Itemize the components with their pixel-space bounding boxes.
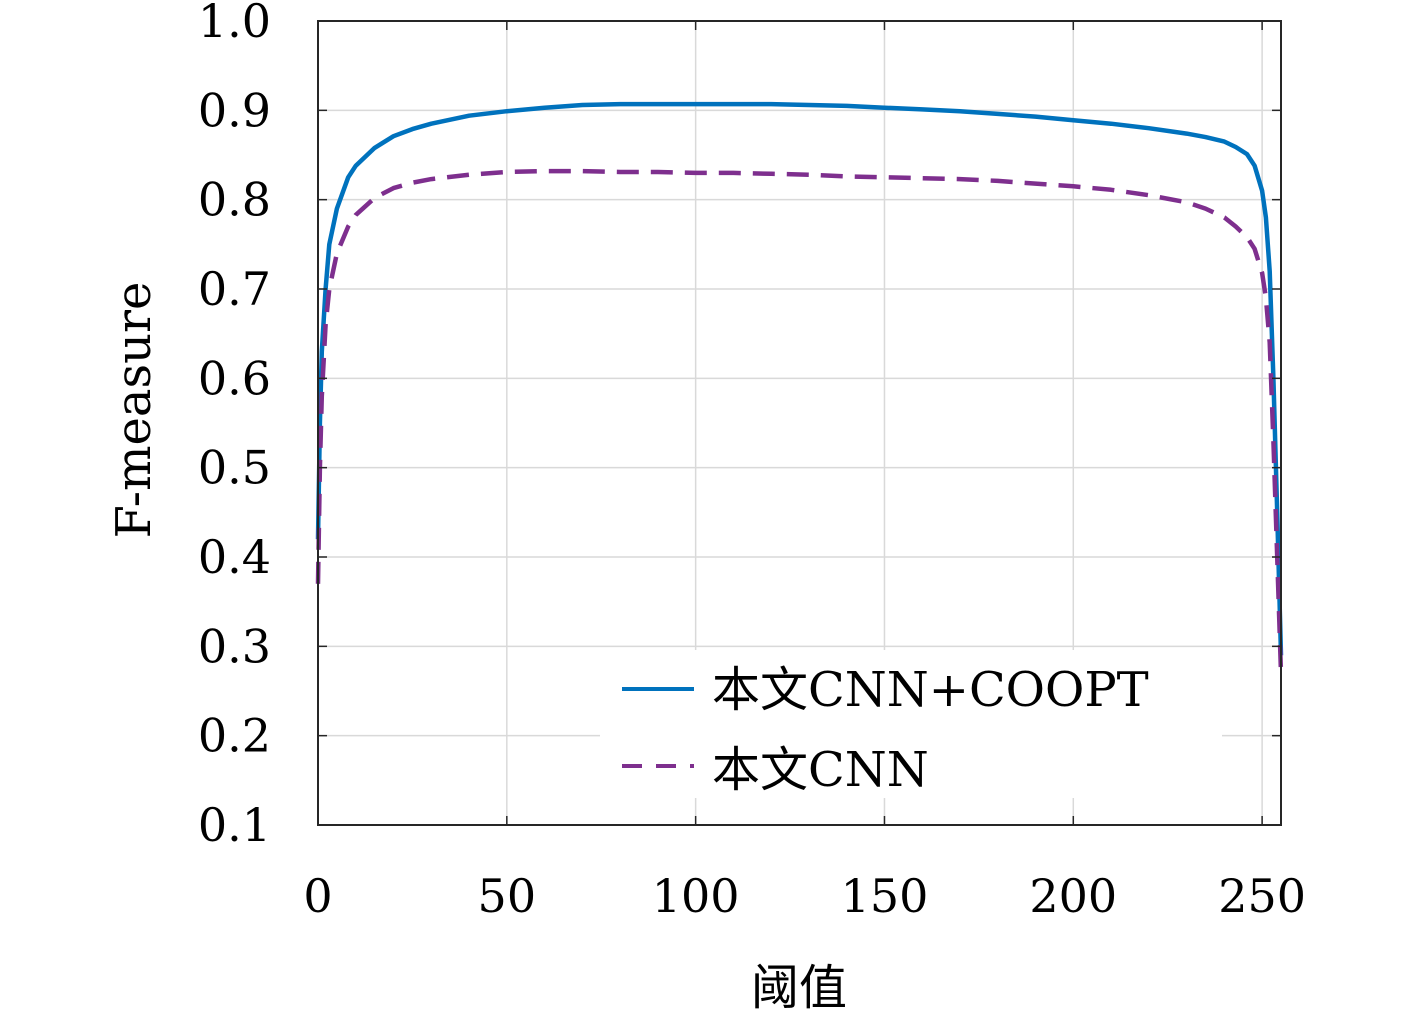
series-line-2 xyxy=(315,168,1284,674)
x-tick-label: 150 xyxy=(841,869,929,923)
y-tick-label: 0.5 xyxy=(198,441,271,495)
y-tick-label: 1.0 xyxy=(198,0,271,48)
y-tick-label: 0.1 xyxy=(198,798,271,852)
plot-frame xyxy=(317,20,1282,826)
x-tick-label: 200 xyxy=(1029,869,1117,923)
x-axis-title: 阈值 xyxy=(751,960,847,1016)
y-tick-label: 0.8 xyxy=(198,173,271,227)
x-tick-label: 0 xyxy=(303,869,332,923)
x-tick-label: 50 xyxy=(478,869,537,923)
y-tick-label: 0.2 xyxy=(198,709,271,763)
series-lines xyxy=(315,101,1284,674)
y-tick-labels: 0.1 0.2 0.3 0.4 0.5 0.6 0.7 0.8 0.9 1.0 xyxy=(198,0,271,852)
y-tick-label: 0.7 xyxy=(198,262,271,316)
series-line-1 xyxy=(315,101,1284,656)
y-axis-title: F-measure xyxy=(106,282,162,539)
legend-background xyxy=(600,650,1222,798)
y-tick-label: 0.9 xyxy=(198,83,271,137)
legend: 本文CNN+COOPT 本文CNN xyxy=(600,650,1222,798)
axis-ticks xyxy=(317,20,1281,826)
legend-label-series-2: 本文CNN xyxy=(712,742,929,798)
x-tick-label: 250 xyxy=(1218,869,1306,923)
legend-label-series-1: 本文CNN+COOPT xyxy=(712,662,1149,718)
y-tick-label: 0.6 xyxy=(198,351,271,405)
x-tick-label: 100 xyxy=(652,869,740,923)
x-tick-labels: 0 50 100 150 200 250 xyxy=(303,869,1306,923)
y-tick-label: 0.4 xyxy=(198,530,271,584)
y-tick-label: 0.3 xyxy=(198,619,271,673)
grid xyxy=(317,20,1281,826)
